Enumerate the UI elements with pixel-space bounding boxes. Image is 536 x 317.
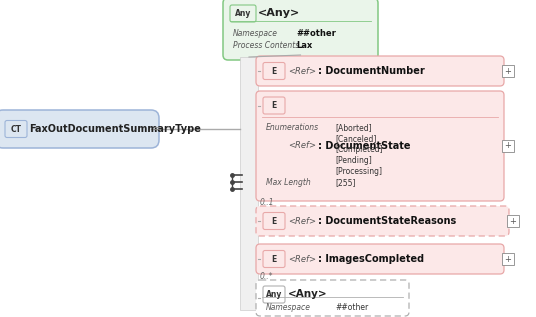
Text: [Canceled]: [Canceled]	[335, 134, 376, 143]
FancyBboxPatch shape	[256, 280, 409, 316]
Text: Max Length: Max Length	[266, 178, 311, 187]
Text: 0..*: 0..*	[260, 272, 273, 281]
FancyBboxPatch shape	[256, 56, 504, 86]
Text: [Completed]: [Completed]	[335, 145, 383, 154]
FancyBboxPatch shape	[502, 65, 514, 77]
Text: CT: CT	[11, 125, 21, 133]
Text: : ImagesCompleted: : ImagesCompleted	[318, 254, 424, 264]
FancyBboxPatch shape	[256, 244, 504, 274]
Text: ##other: ##other	[296, 29, 336, 38]
FancyBboxPatch shape	[263, 286, 285, 303]
Text: : DocumentStateReasons: : DocumentStateReasons	[318, 216, 456, 226]
Text: Lax: Lax	[296, 41, 312, 50]
FancyBboxPatch shape	[256, 206, 509, 236]
Text: [255]: [255]	[335, 178, 355, 187]
Text: Process Contents: Process Contents	[233, 41, 299, 50]
FancyBboxPatch shape	[502, 253, 514, 265]
FancyBboxPatch shape	[502, 140, 514, 152]
Text: : DocumentState: : DocumentState	[318, 141, 411, 151]
Text: E: E	[271, 101, 277, 110]
FancyBboxPatch shape	[223, 0, 378, 60]
FancyBboxPatch shape	[256, 91, 504, 201]
Text: +: +	[504, 255, 511, 263]
Text: [Aborted]: [Aborted]	[335, 123, 371, 132]
Text: +: +	[504, 141, 511, 151]
FancyBboxPatch shape	[5, 120, 27, 138]
FancyBboxPatch shape	[230, 5, 256, 22]
Text: <Ref>: <Ref>	[288, 255, 316, 263]
Text: Any: Any	[235, 9, 251, 18]
Text: Any: Any	[266, 290, 282, 299]
Text: <Ref>: <Ref>	[288, 67, 316, 75]
Text: Enumerations: Enumerations	[266, 123, 319, 132]
Text: E: E	[271, 217, 277, 225]
Text: <Ref>: <Ref>	[288, 217, 316, 225]
Text: [Pending]: [Pending]	[335, 156, 372, 165]
Text: =: =	[153, 124, 161, 134]
Text: +: +	[510, 217, 517, 225]
Text: FaxOutDocumentSummaryType: FaxOutDocumentSummaryType	[29, 124, 201, 134]
FancyBboxPatch shape	[0, 110, 159, 148]
Text: : DocumentNumber: : DocumentNumber	[318, 66, 425, 76]
Text: 0..1: 0..1	[260, 198, 274, 207]
FancyBboxPatch shape	[263, 250, 285, 268]
FancyBboxPatch shape	[240, 57, 258, 310]
FancyBboxPatch shape	[263, 212, 285, 230]
Text: <Any>: <Any>	[258, 8, 300, 18]
Text: E: E	[271, 255, 277, 263]
Text: <Ref>: <Ref>	[288, 141, 316, 151]
FancyBboxPatch shape	[263, 62, 285, 80]
Text: <Any>: <Any>	[288, 289, 327, 299]
Text: ##other: ##other	[335, 303, 368, 312]
Text: Namespace: Namespace	[233, 29, 278, 38]
Text: [Processing]: [Processing]	[335, 167, 382, 176]
FancyBboxPatch shape	[263, 97, 285, 114]
Text: E: E	[271, 67, 277, 75]
FancyBboxPatch shape	[507, 215, 519, 227]
Text: Namespace: Namespace	[266, 303, 311, 312]
Text: +: +	[504, 67, 511, 75]
